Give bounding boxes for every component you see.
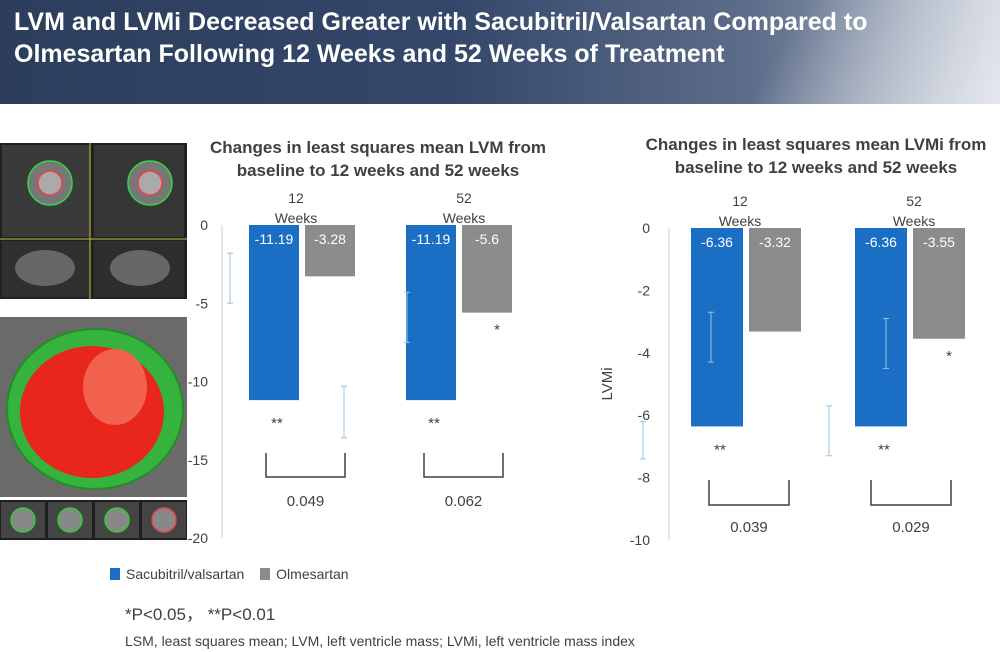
significance-note: *P<0.05， **P<0.01 [125,605,276,624]
chart-lvm-title: Changes in least squares mean LVM from b… [210,138,546,180]
p-value-label: 0.039 [730,519,768,536]
bar [406,225,456,401]
bar [462,225,512,313]
y-tick-label: -15 [188,452,208,468]
comparison-bracket [423,453,504,478]
y-tick-label: -10 [188,374,208,390]
abbreviation-footnote: LSM, least squares mean; LVM, left ventr… [125,633,635,649]
category-label: Weeks [443,210,486,226]
bar [855,228,907,427]
header-swoosh [700,0,1000,104]
y-tick-label: -6 [638,407,651,423]
bar [691,228,743,427]
mri-thumbnail-strip [0,500,187,540]
p-value-label: 0.049 [287,493,325,510]
bar [749,228,801,332]
bar-value-label: -3.28 [314,231,346,247]
p-value-label: 0.062 [445,493,483,510]
bar-value-label: -11.19 [255,231,294,247]
bar-value-label: -6.36 [865,234,897,250]
comparison-bracket [870,480,952,506]
significance-marker: ** [878,441,890,458]
mri-thumbnail-graphic [0,500,187,540]
category-label: 12 [732,193,748,209]
bar [913,228,965,339]
legend-item-sacubitril: Sacubitril/valsartan [110,566,248,582]
significance-marker: * [946,348,952,365]
y-tick-label: -2 [638,282,651,298]
legend-swatch-sacubitril [110,568,120,580]
y-tick-label: 0 [200,217,208,233]
category-label: Weeks [275,210,318,226]
bar-value-label: -3.55 [923,234,955,250]
legend-label-sacubitril: Sacubitril/valsartan [126,566,245,582]
comparison-bracket [708,480,790,506]
significance-marker: ** [428,415,440,432]
header-banner: LVM and LVMi Decreased Greater with Sacu… [0,0,1000,104]
y-axis-label: LVMi [599,367,616,400]
mri-cine-image [0,143,187,299]
y-tick-label: -4 [638,345,651,361]
comparison-bracket [265,453,346,478]
lv-mesh-3d-image [0,317,187,497]
bar-value-label: -3.32 [759,234,791,250]
bar-value-label: -5.6 [475,231,499,247]
legend-item-olmesartan: Olmesartan [260,566,349,582]
chart-lvmi-title: Changes in least squares mean LVMi from … [645,135,987,177]
legend: Sacubitril/valsartan Olmesartan [110,566,361,582]
bar [249,225,299,401]
significance-marker: * [494,322,500,339]
y-tick-label: -8 [638,470,651,486]
category-label: Weeks [719,213,762,229]
category-label: 52 [456,190,472,206]
mri-cine-graphic [0,143,187,299]
y-tick-label: 0 [642,220,650,236]
y-tick-label: -5 [196,295,209,311]
significance-marker: ** [714,441,726,458]
bar [305,225,355,277]
p-value-label: 0.029 [892,519,930,536]
y-tick-label: -20 [188,530,208,546]
legend-label-olmesartan: Olmesartan [276,566,349,582]
bar-value-label: -11.19 [412,231,451,247]
legend-swatch-olmesartan [260,568,271,580]
category-label: Weeks [893,213,936,229]
lv-mesh-graphic [0,317,187,497]
category-label: 12 [288,190,304,206]
y-tick-label: -10 [630,532,650,548]
page-title: LVM and LVMi Decreased Greater with Sacu… [14,8,868,68]
category-label: 52 [906,193,922,209]
significance-marker: ** [271,415,283,432]
bar-value-label: -6.36 [701,234,733,250]
